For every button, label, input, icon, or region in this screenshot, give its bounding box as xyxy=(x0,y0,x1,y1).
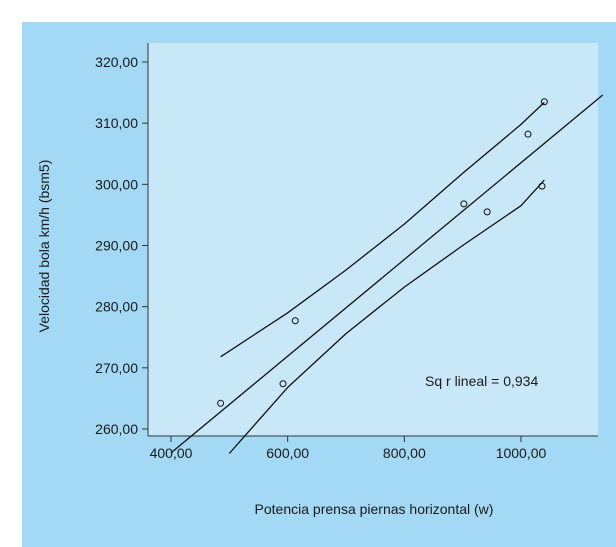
x-tick-label: 800,00 xyxy=(383,445,426,461)
y-tick-label: 290,00 xyxy=(95,238,138,254)
data-point xyxy=(217,399,225,407)
data-point xyxy=(279,380,287,388)
y-tick-label: 310,00 xyxy=(95,115,138,131)
data-point xyxy=(524,130,532,138)
plot-area: 260,00 270,00 280,00 290,00 300,00 310,00 320,… xyxy=(95,43,604,461)
r-squared-annotation: Sq r lineal = 0,934 xyxy=(425,373,538,389)
data-point xyxy=(538,182,546,190)
y-axis-label: Velocidad bola km/h (bsm5) xyxy=(36,160,52,333)
y-tick-label: 320,00 xyxy=(95,54,138,70)
data-point xyxy=(540,98,548,106)
x-axis: 400,00 600,00 800,00 1000,00 xyxy=(148,435,598,461)
x-tick-label: 600,00 xyxy=(266,445,309,461)
lower-confidence-curve xyxy=(228,179,545,454)
curves xyxy=(170,94,604,454)
data-point xyxy=(291,317,299,325)
data-point xyxy=(460,200,468,208)
y-axis: 260,00 270,00 280,00 290,00 300,00 310,00 320,… xyxy=(95,43,149,437)
y-tick-label: 260,00 xyxy=(95,421,138,437)
upper-confidence-curve xyxy=(220,101,545,358)
fit-line xyxy=(170,94,604,454)
y-tick-label: 300,00 xyxy=(95,176,138,192)
data-points xyxy=(217,98,548,407)
y-tick-label: 270,00 xyxy=(95,360,138,376)
plot-background xyxy=(148,43,598,436)
x-tick-label: 1000,00 xyxy=(496,445,547,461)
x-axis-label: Potencia prensa piernas horizontal (w) xyxy=(255,501,494,517)
data-point xyxy=(483,208,491,216)
y-tick-label: 280,00 xyxy=(95,299,138,315)
